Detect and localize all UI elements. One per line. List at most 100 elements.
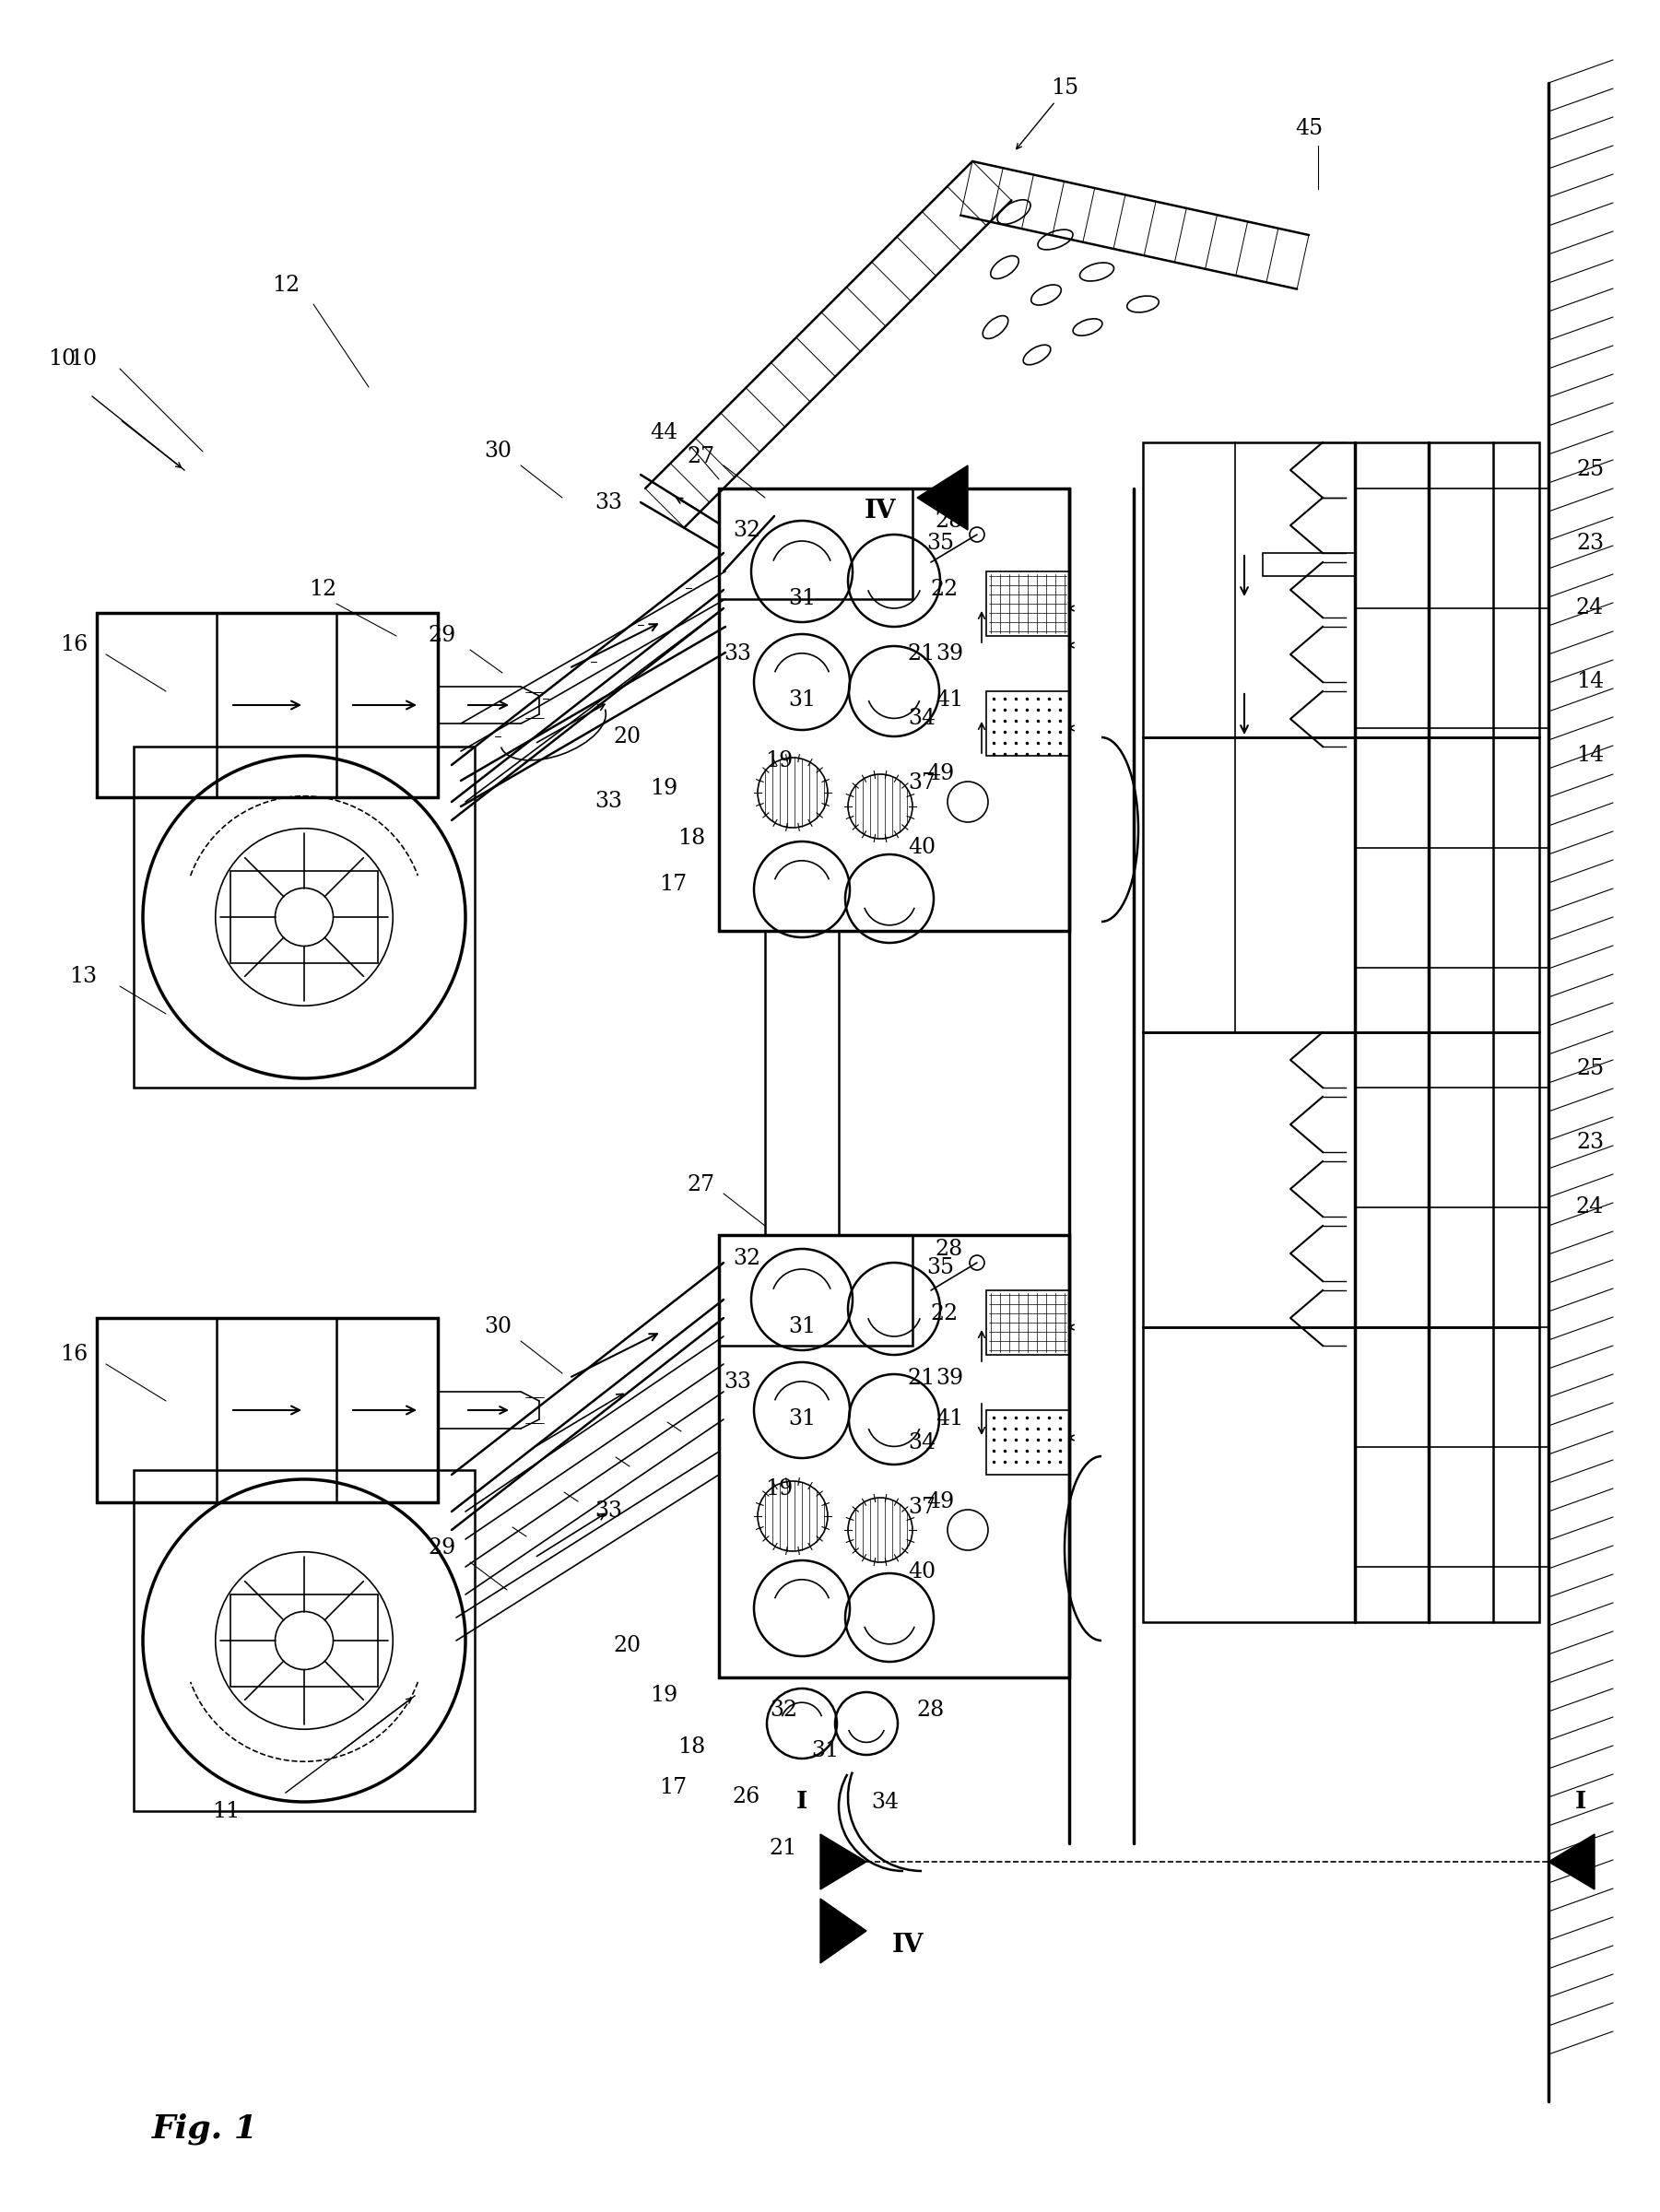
Text: 33: 33: [594, 792, 622, 812]
Bar: [1263, 553, 1355, 575]
Text: IV: IV: [865, 500, 896, 524]
Text: 49: 49: [926, 1491, 954, 1513]
Text: 39: 39: [936, 644, 963, 666]
Text: 28: 28: [936, 511, 963, 531]
Text: 13: 13: [70, 967, 96, 987]
Text: IV: IV: [891, 1933, 923, 1958]
Text: 10: 10: [70, 349, 96, 369]
Polygon shape: [916, 465, 968, 531]
Bar: [986, 1411, 1069, 1475]
Polygon shape: [820, 1834, 867, 1889]
Text: 14: 14: [1575, 672, 1604, 692]
Text: 37: 37: [908, 772, 936, 794]
Bar: [986, 571, 1069, 637]
Text: 33: 33: [724, 644, 752, 666]
Text: 21: 21: [908, 1367, 936, 1389]
Text: 17: 17: [659, 874, 687, 896]
Text: 31: 31: [788, 690, 815, 710]
Text: 19: 19: [765, 1478, 793, 1500]
Text: 25: 25: [1575, 1060, 1604, 1079]
Bar: [231, 1595, 378, 1686]
Text: 16: 16: [60, 635, 88, 655]
Text: 21: 21: [908, 644, 936, 666]
Text: 19: 19: [649, 776, 677, 799]
Text: 24: 24: [1575, 597, 1604, 619]
Text: I: I: [1575, 1790, 1587, 1814]
Text: 33: 33: [724, 1371, 752, 1394]
Text: 17: 17: [659, 1778, 687, 1798]
Text: 37: 37: [908, 1495, 936, 1517]
Text: 49: 49: [926, 763, 954, 785]
Text: 22: 22: [931, 580, 959, 599]
Text: 33: 33: [594, 1502, 622, 1522]
Bar: [1144, 737, 1539, 1033]
Text: 32: 32: [732, 1248, 760, 1270]
Bar: [96, 613, 438, 796]
Text: 12: 12: [272, 274, 300, 296]
Text: 32: 32: [770, 1699, 797, 1721]
Text: 19: 19: [765, 750, 793, 772]
Text: 28: 28: [936, 1239, 963, 1259]
Text: 31: 31: [788, 1316, 815, 1338]
Text: 22: 22: [931, 1303, 959, 1325]
Bar: [134, 745, 475, 1088]
Text: 45: 45: [1295, 119, 1323, 139]
Bar: [1144, 1327, 1539, 1621]
Text: 10: 10: [48, 349, 76, 369]
Text: 15: 15: [1051, 77, 1079, 97]
Bar: [986, 690, 1069, 757]
Text: 34: 34: [908, 708, 936, 730]
Text: 31: 31: [788, 1409, 815, 1429]
Bar: [96, 1318, 438, 1502]
Text: 12: 12: [309, 580, 337, 599]
Text: 32: 32: [732, 520, 760, 540]
Polygon shape: [1549, 1834, 1595, 1889]
Text: 39: 39: [936, 1367, 963, 1389]
Text: 30: 30: [485, 440, 511, 462]
Bar: [719, 1234, 913, 1345]
Text: 30: 30: [485, 1316, 511, 1338]
Polygon shape: [820, 1898, 867, 1964]
Text: 44: 44: [649, 422, 677, 445]
Text: 31: 31: [812, 1741, 838, 1761]
Text: 25: 25: [1575, 460, 1604, 480]
Bar: [719, 1234, 1069, 1677]
Text: 26: 26: [732, 1787, 760, 1807]
Bar: [986, 1290, 1069, 1354]
Text: 34: 34: [872, 1792, 898, 1812]
Text: 24: 24: [1575, 1197, 1604, 1219]
Text: 21: 21: [770, 1838, 797, 1858]
Bar: [1144, 1033, 1539, 1327]
Text: Fig. 1: Fig. 1: [153, 2112, 257, 2146]
Bar: [719, 489, 1069, 931]
Text: 33: 33: [594, 491, 622, 513]
Text: 14: 14: [1575, 745, 1604, 765]
Text: 40: 40: [908, 838, 936, 858]
Text: 18: 18: [677, 827, 706, 849]
Text: I: I: [797, 1790, 808, 1814]
Text: 20: 20: [613, 1635, 641, 1657]
Bar: [134, 1471, 475, 1812]
Text: 19: 19: [649, 1686, 677, 1705]
Text: 41: 41: [936, 1409, 963, 1429]
Text: 16: 16: [60, 1345, 88, 1365]
Text: 41: 41: [936, 690, 963, 710]
Text: 35: 35: [926, 533, 954, 555]
Bar: [765, 931, 838, 1234]
Bar: [719, 489, 913, 599]
Text: 35: 35: [926, 1256, 954, 1279]
Text: 28: 28: [916, 1699, 945, 1721]
Text: 29: 29: [428, 626, 456, 646]
Text: 20: 20: [613, 728, 641, 748]
Text: 18: 18: [677, 1736, 706, 1756]
Text: 31: 31: [788, 588, 815, 611]
Text: 23: 23: [1575, 533, 1604, 555]
Text: 34: 34: [908, 1431, 936, 1453]
Text: 29: 29: [428, 1537, 456, 1559]
Text: 11: 11: [212, 1801, 239, 1823]
Text: 27: 27: [687, 1175, 714, 1194]
Bar: [1144, 442, 1539, 737]
Text: 27: 27: [687, 445, 714, 467]
Text: 23: 23: [1575, 1133, 1604, 1152]
Bar: [231, 872, 378, 962]
